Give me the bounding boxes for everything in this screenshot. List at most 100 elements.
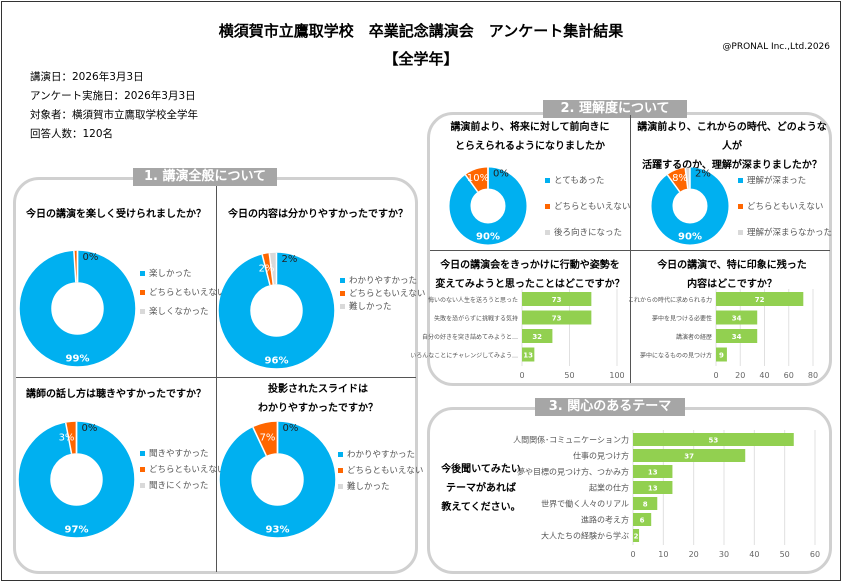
donut-chart: 90% 8% 2% — [651, 167, 729, 245]
legend-label: どちらともいえない — [747, 202, 824, 212]
legend-label: どちらともいえない — [149, 288, 226, 298]
legend-swatch — [140, 451, 145, 456]
legend-item: どちらともいえない — [338, 462, 423, 481]
chart-title: 投影されたスライドは わかりやすかったですか？ — [258, 384, 378, 414]
slice-border — [666, 174, 681, 193]
slice-border — [464, 174, 479, 193]
legend-swatch — [738, 178, 743, 183]
slice-label: 2% — [258, 263, 274, 274]
copyright: @PRONAL Inc.,Ltd.2026 — [722, 42, 830, 52]
donut-chart: 96% 2% 2% — [218, 252, 334, 368]
slice-label: 90% — [678, 232, 702, 243]
legend-label: 聞きやすかった — [149, 449, 209, 459]
page-subtitle: 【全学年】 — [383, 50, 459, 68]
survey-info: 講演日：2026年3月3日 アンケート実施日：2026年3月3日 対象者：横須賀… — [30, 68, 198, 144]
legend-item: 後ろ向きになった — [545, 224, 622, 243]
legend-item: 聞きにくかった — [140, 477, 208, 496]
chart-title: 講師の話し方は聴きやすかったですか？ — [26, 389, 206, 400]
slice-border — [268, 252, 274, 285]
slice-label: 2% — [281, 253, 297, 264]
slice-label: 3% — [58, 432, 74, 443]
legend-label: どちらともいえない — [347, 466, 424, 476]
chart-title: 今後聞いてみたい テーマがあれば 教えてください。 — [441, 464, 521, 513]
slice-border — [684, 167, 689, 189]
legend-label: わかりやすかった — [347, 450, 416, 460]
legend-item: 難しかった — [340, 298, 392, 317]
lecture-date: 講演日：2026年3月3日 — [30, 71, 144, 83]
legend-swatch — [738, 230, 743, 235]
donut-chart: 99% 0% — [19, 250, 135, 366]
slice-label: 0% — [282, 422, 298, 433]
slice-border — [72, 250, 77, 282]
slice-label: 0% — [82, 251, 98, 262]
legend-swatch — [338, 452, 343, 457]
legend-item: どちらともいえない — [140, 461, 225, 480]
legend-swatch — [338, 468, 343, 473]
section1-label: 1. 講演全般について — [133, 168, 277, 186]
legend-item: どちらともいえない — [140, 284, 225, 303]
divider — [430, 250, 830, 251]
slice-label: 10% — [467, 173, 489, 184]
slice-border — [251, 426, 267, 456]
donut-chart: 93% 7% 0% — [219, 421, 335, 537]
legend-swatch — [140, 483, 145, 488]
chart-title: 今日の内容は分かりやすかったですか？ — [228, 209, 408, 220]
slice-label: 93% — [265, 524, 289, 535]
legend-label: 楽しくなかった — [149, 307, 209, 317]
legend-label: どちらともいえない — [349, 289, 426, 299]
legend-item: わかりやすかった — [340, 272, 417, 291]
chart-title: 今日の講演で、特に印象に残った 内容はどこですか？ — [657, 260, 807, 290]
legend-label: 理解が深まらなかった — [747, 228, 833, 238]
legend-item: 難しかった — [338, 478, 390, 497]
chart-title: 講演前より、将来に対して前向きに とらえられるようになりましたか — [450, 122, 610, 152]
legend-item: 楽しくなかった — [140, 303, 209, 322]
chart-title: 今日の講演を楽しく受けられましたか？ — [26, 209, 206, 220]
slice-label: 97% — [64, 524, 88, 535]
respondents: 回答人数：120名 — [30, 128, 114, 140]
legend-label: どちらともいえない — [554, 202, 631, 212]
legend-item: 楽しかった — [140, 265, 192, 284]
legend-swatch — [338, 484, 343, 489]
legend-label: 聞きにくかった — [149, 481, 209, 491]
legend-label: わかりやすかった — [349, 276, 418, 286]
legend-item: 聞きやすかった — [140, 445, 209, 464]
donut-chart: 90% 10% 0% — [449, 167, 527, 245]
slice-label: 99% — [65, 353, 89, 364]
slice-label: 96% — [264, 355, 288, 366]
legend-swatch — [140, 467, 145, 472]
legend-label: とてもあった — [554, 176, 605, 186]
divider — [630, 115, 631, 383]
legend-swatch — [738, 204, 743, 209]
page-title: 横須賀市立鷹取学校 卒業記念講演会 アンケート集計結果 — [218, 22, 624, 40]
legend-swatch — [340, 304, 345, 309]
legend-swatch — [140, 290, 145, 295]
slice-label: 0% — [81, 422, 97, 433]
legend-swatch — [340, 278, 345, 283]
slice-border — [64, 422, 72, 454]
legend-swatch — [140, 309, 145, 314]
legend-swatch — [545, 230, 550, 235]
legend-label: どちらともいえない — [149, 465, 226, 475]
legend-swatch — [545, 204, 550, 209]
divider — [216, 186, 217, 572]
legend-swatch — [545, 178, 550, 183]
legend-label: 後ろ向きになった — [554, 228, 623, 238]
slice-label: 2% — [695, 169, 711, 180]
legend-item: どちらともいえない — [545, 198, 630, 217]
survey-date: アンケート実施日：2026年3月3日 — [30, 90, 196, 102]
legend-swatch — [340, 291, 345, 296]
slice-label: 8% — [672, 173, 688, 184]
slice-border — [260, 253, 271, 285]
section3-label: 3. 関心のあるテーマ — [535, 398, 685, 416]
legend-label: 理解が深まった — [747, 176, 807, 186]
slice-label: 90% — [476, 232, 500, 243]
legend-item: どちらともいえない — [340, 285, 425, 304]
chart-title: 講演前より、これからの時代、どのような人が 活躍するのか、理解が深まりましたか？ — [637, 122, 827, 171]
divider — [16, 377, 416, 378]
section2-label: 2. 理解度について — [543, 100, 687, 118]
legend-item: とてもあった — [545, 172, 604, 191]
legend-item: 理解が深まらなかった — [738, 224, 832, 243]
legend-item: 理解が深まった — [738, 172, 806, 191]
legend-label: 難しかった — [349, 302, 392, 312]
